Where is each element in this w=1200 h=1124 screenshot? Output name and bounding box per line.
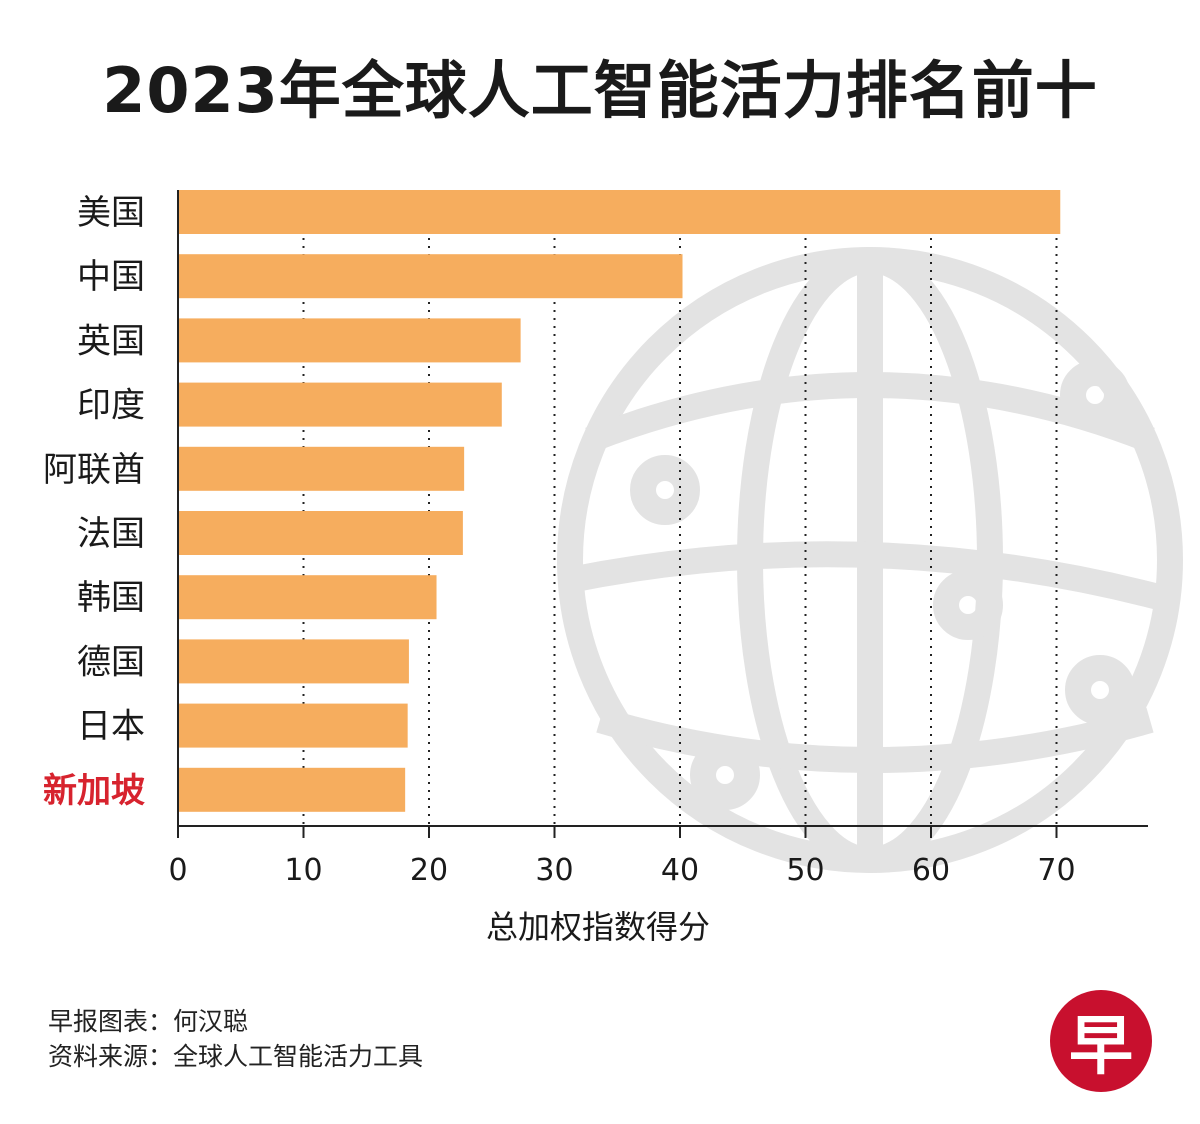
x-tick-label: 0: [168, 853, 187, 888]
y-category-label: 英国: [77, 321, 145, 361]
bar: [178, 639, 409, 684]
bar: [178, 382, 502, 427]
y-category-label: 德国: [77, 642, 145, 682]
chart-title: 2023年全球人工智能活力排名前十: [102, 54, 1098, 127]
y-category-label: 日本: [77, 707, 145, 747]
globe-watermark: [557, 247, 1183, 873]
x-axis-label: 总加权指数得分: [486, 908, 710, 946]
bar: [178, 190, 1061, 234]
bar: [178, 767, 406, 812]
bar: [178, 575, 437, 620]
x-tick-label: 20: [410, 853, 448, 888]
bar: [178, 703, 408, 748]
x-tick-label: 70: [1037, 853, 1075, 888]
y-category-label: 中国: [77, 257, 145, 297]
bar: [178, 511, 463, 555]
source-credit: 资料来源：全球人工智能活力工具: [48, 1042, 424, 1071]
y-category-label: 新加坡: [43, 771, 145, 811]
y-category-label: 阿联酋: [43, 450, 145, 490]
y-category-label: 印度: [77, 386, 145, 426]
x-tick-label: 50: [786, 853, 824, 888]
x-tick-label: 10: [284, 853, 322, 888]
x-tick-label: 40: [661, 853, 699, 888]
x-tick-label: 60: [912, 853, 950, 888]
zaobao-logo: 早: [1050, 990, 1152, 1092]
chart-credit: 早报图表：何汉聪: [48, 1007, 249, 1036]
y-category-label: 美国: [77, 193, 145, 233]
x-tick-label: 30: [535, 853, 573, 888]
bar: [178, 318, 521, 363]
bar: [178, 446, 465, 491]
y-category-label: 法国: [77, 514, 145, 554]
y-category-label: 韩国: [77, 578, 145, 618]
bar: [178, 254, 683, 299]
